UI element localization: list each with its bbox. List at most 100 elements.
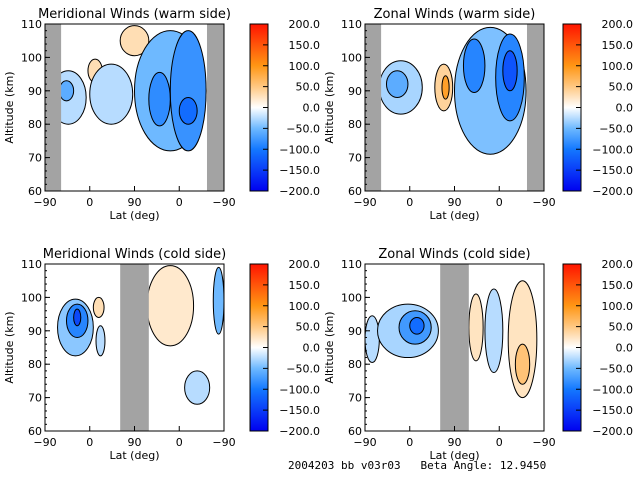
x-tick-label: 0 bbox=[496, 196, 503, 209]
contour-region bbox=[73, 308, 82, 327]
contour-region bbox=[58, 80, 75, 102]
x-tick-label: 0 bbox=[86, 196, 93, 209]
y-tick-label: 60 bbox=[348, 425, 362, 438]
no-data-band bbox=[120, 264, 149, 431]
no-data-band bbox=[206, 24, 224, 191]
y-tick-label: 60 bbox=[28, 185, 42, 198]
y-tick-label: 70 bbox=[28, 392, 42, 405]
y-tick-label: 100 bbox=[341, 51, 362, 64]
colorbar-tick-label: −150.0 bbox=[279, 164, 320, 177]
y-tick-label: 100 bbox=[21, 291, 42, 304]
y-tick-label: 80 bbox=[348, 358, 362, 371]
colorbar-tick-label: 50.0 bbox=[609, 81, 634, 94]
contour-region bbox=[502, 50, 518, 92]
contour-region bbox=[462, 38, 486, 93]
contour-region bbox=[92, 296, 105, 318]
colorbar-tick-label: 200.0 bbox=[602, 18, 634, 31]
chart-title: Meridional Winds (cold side) bbox=[43, 247, 226, 262]
colorbar-tick-label: 200.0 bbox=[289, 258, 321, 271]
no-data-band bbox=[440, 264, 469, 431]
colorbar-tick-label: 150.0 bbox=[602, 39, 634, 52]
x-tick-label: 90 bbox=[128, 436, 142, 449]
colorbar-tick-label: 0.0 bbox=[303, 102, 321, 115]
y-tick-label: 100 bbox=[21, 51, 42, 64]
colorbar-tick-label: 50.0 bbox=[296, 321, 321, 334]
y-tick-label: 110 bbox=[21, 18, 42, 31]
colorbar-tick-label: 0.0 bbox=[303, 342, 321, 355]
colorbar-tick-label: −150.0 bbox=[592, 404, 633, 417]
y-tick-label: 100 bbox=[341, 291, 362, 304]
y-tick-label: 90 bbox=[28, 85, 42, 98]
panel-2: Meridional Winds (cold side) 60 70 80 90 100 1… bbox=[3, 247, 320, 462]
colorbar-tick-label: 150.0 bbox=[602, 279, 634, 292]
panel-1: Zonal Winds (warm side) 60 70 80 90 100 110 −90… bbox=[323, 7, 633, 222]
contour-region bbox=[169, 30, 207, 152]
colorbar-tick-label: −150.0 bbox=[279, 404, 320, 417]
contour-region bbox=[89, 63, 134, 125]
contour-region bbox=[409, 316, 425, 335]
contour-region bbox=[148, 71, 171, 127]
x-tick-label: 90 bbox=[448, 436, 462, 449]
contour-region bbox=[441, 75, 450, 100]
colorbar-tick-label: −200.0 bbox=[279, 185, 320, 198]
y-tick-label: 80 bbox=[28, 358, 42, 371]
contour-region bbox=[178, 96, 198, 125]
y-tick-label: 80 bbox=[348, 118, 362, 131]
x-tick-label: −90 bbox=[532, 196, 555, 209]
colorbar-tick-label: −200.0 bbox=[592, 185, 633, 198]
colorbar-tick-label: 100.0 bbox=[289, 300, 321, 313]
panel-0: Meridional Winds (warm side) 60 70 80 90 100 1… bbox=[3, 7, 320, 222]
y-tick-label: 110 bbox=[341, 258, 362, 271]
y-axis-label: Altitude (km) bbox=[323, 71, 336, 143]
x-tick-label: −90 bbox=[532, 436, 555, 449]
y-axis-label: Altitude (km) bbox=[323, 311, 336, 383]
y-tick-label: 90 bbox=[348, 85, 362, 98]
x-tick-label: 0 bbox=[406, 196, 413, 209]
x-tick-label: 90 bbox=[128, 196, 142, 209]
y-tick-label: 110 bbox=[341, 18, 362, 31]
colorbar-tick-label: 100.0 bbox=[602, 300, 634, 313]
colorbar-tick-label: −150.0 bbox=[592, 164, 633, 177]
colorbar-tick-label: 50.0 bbox=[609, 321, 634, 334]
y-tick-label: 110 bbox=[21, 258, 42, 271]
x-tick-label: 0 bbox=[86, 436, 93, 449]
y-tick-label: 80 bbox=[28, 118, 42, 131]
x-tick-label: −90 bbox=[212, 196, 235, 209]
contour-region bbox=[212, 266, 224, 335]
x-axis-label: Lat (deg) bbox=[110, 449, 160, 462]
chart-title: Meridional Winds (warm side) bbox=[38, 7, 231, 22]
contour-region bbox=[514, 343, 531, 385]
footer-info: 2004203 bb v03r03 Beta Angle: 12.9450 bbox=[288, 459, 547, 472]
colorbar-tick-label: −100.0 bbox=[279, 143, 320, 156]
contour-region bbox=[468, 293, 484, 362]
chart-title: Zonal Winds (warm side) bbox=[374, 7, 536, 22]
colorbar-tick-label: −50.0 bbox=[599, 122, 633, 135]
colorbar-tick-label: 50.0 bbox=[296, 81, 321, 94]
colorbar-tick-label: −50.0 bbox=[599, 362, 633, 375]
x-tick-label: 0 bbox=[176, 436, 183, 449]
x-tick-label: −90 bbox=[33, 196, 56, 209]
y-tick-label: 60 bbox=[348, 185, 362, 198]
colorbar-tick-label: 0.0 bbox=[616, 102, 634, 115]
y-axis-label: Altitude (km) bbox=[3, 71, 16, 143]
x-tick-label: 90 bbox=[448, 196, 462, 209]
plot-area bbox=[45, 24, 224, 191]
colorbar-tick-label: −100.0 bbox=[592, 143, 633, 156]
x-axis-label: Lat (deg) bbox=[430, 209, 480, 222]
colorbar-tick-label: −50.0 bbox=[286, 362, 320, 375]
chart-title: Zonal Winds (cold side) bbox=[378, 247, 530, 262]
contour-region bbox=[484, 288, 504, 374]
x-tick-label: 0 bbox=[406, 436, 413, 449]
y-tick-label: 60 bbox=[28, 425, 42, 438]
y-tick-label: 70 bbox=[28, 152, 42, 165]
contour-region bbox=[95, 325, 106, 357]
colorbar-tick-label: −100.0 bbox=[279, 383, 320, 396]
panel-3: Zonal Winds (cold side) 60 70 80 90 100 110 −90… bbox=[323, 247, 633, 462]
colorbar-tick-label: 100.0 bbox=[602, 60, 634, 73]
contour-region bbox=[184, 370, 211, 405]
x-tick-label: 0 bbox=[176, 196, 183, 209]
plot-area bbox=[365, 264, 544, 431]
contour-region bbox=[119, 25, 150, 57]
y-tick-label: 90 bbox=[348, 325, 362, 338]
